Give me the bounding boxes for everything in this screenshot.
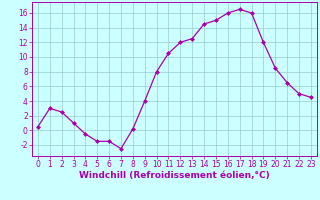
- X-axis label: Windchill (Refroidissement éolien,°C): Windchill (Refroidissement éolien,°C): [79, 171, 270, 180]
